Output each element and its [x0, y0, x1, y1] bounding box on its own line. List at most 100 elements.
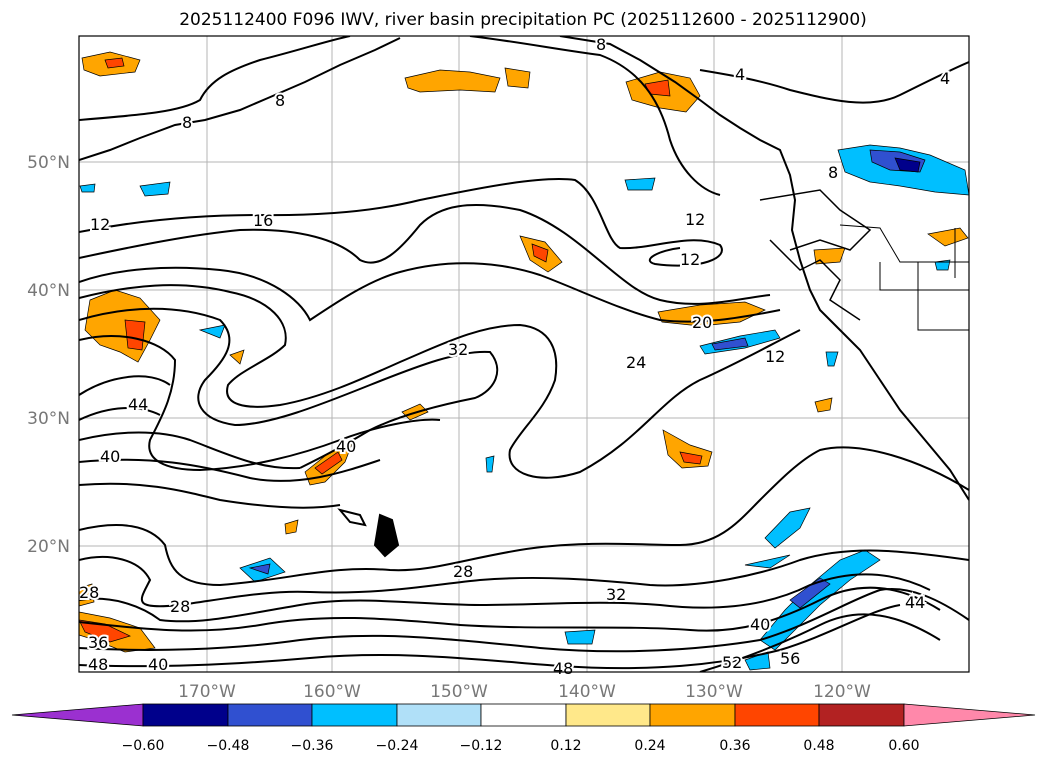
lat-label: 30°N	[27, 409, 70, 429]
precip-patch	[679, 451, 703, 465]
hawaii-islands	[337, 508, 367, 527]
precip-patch	[404, 69, 501, 93]
iwv-contour-52	[699, 613, 941, 672]
contour-label: 8	[182, 113, 192, 132]
colorbar-segment	[480, 703, 567, 727]
iwv-contour-28a	[79, 307, 499, 469]
precip-patch	[79, 183, 96, 193]
precip-patch	[284, 519, 299, 535]
colorbar-tick: −0.60	[122, 738, 165, 754]
contour-label: 56	[780, 649, 800, 668]
iwv-contour-8a	[79, 36, 351, 121]
contour-label: 20	[692, 313, 712, 332]
precip-patch	[564, 629, 596, 645]
contour-label: 48	[553, 659, 573, 678]
iwv-contour-20	[79, 262, 781, 323]
contour-label: 36	[88, 633, 108, 652]
precip-patch	[813, 247, 846, 265]
lon-label: 130°W	[685, 682, 743, 702]
precip-patch	[624, 177, 656, 191]
contour-label: 28	[79, 583, 99, 602]
precip-patch	[764, 507, 811, 549]
iwv-contour-8b	[469, 36, 721, 196]
colorbar	[11, 703, 1036, 727]
precip-patch	[814, 397, 833, 413]
contour-label: 28	[453, 562, 473, 581]
map-title: 2025112400 F096 IWV, river basin precipi…	[179, 10, 867, 30]
contour-label: 32	[606, 585, 626, 604]
iwv-contour-44b	[79, 588, 969, 653]
hawaii-big-island	[373, 513, 400, 558]
precip-patch	[248, 563, 271, 575]
colorbar-extend-low	[11, 703, 144, 727]
lon-label: 150°W	[430, 682, 488, 702]
precip-patch	[104, 57, 125, 69]
colorbar-segment	[649, 703, 736, 727]
precip-patch	[314, 451, 343, 475]
colorbar-segment	[734, 703, 820, 727]
precip-patch	[485, 455, 495, 473]
lon-label: 140°W	[558, 682, 616, 702]
contour-label: 40	[148, 655, 168, 674]
contour-label: 12	[765, 347, 785, 366]
contour-label: 40	[100, 447, 120, 466]
longitude-labels: 170°W 160°W 150°W 140°W 130°W 120°W	[178, 682, 871, 702]
coastlines	[79, 36, 969, 558]
precip-patch	[139, 181, 171, 197]
lon-label: 160°W	[303, 682, 361, 702]
colorbar-tick: −0.24	[376, 738, 419, 754]
colorbar-tick: −0.36	[291, 738, 334, 754]
colorbar-segment	[565, 703, 651, 727]
contour-label: 28	[170, 597, 190, 616]
west-coast	[559, 36, 969, 501]
contour-label: 4	[940, 69, 950, 88]
colorbar-ticks: −0.60 −0.48 −0.36 −0.24 −0.12 0.12 0.24 …	[122, 738, 920, 754]
precip-patch	[79, 619, 131, 643]
contour-label: 44	[905, 593, 925, 612]
contour-label: 8	[596, 35, 606, 54]
colorbar-segment	[227, 703, 313, 727]
contour-label: 12	[680, 250, 700, 269]
iwv-contour-44	[79, 482, 341, 509]
iwv-contour-36	[79, 375, 171, 421]
iwv-contour-16	[79, 204, 771, 305]
colorbar-segment	[396, 703, 482, 727]
map-frame	[78, 35, 970, 673]
colorbar-tick: 0.24	[634, 738, 665, 754]
precip-patch	[124, 319, 146, 351]
lon-label: 120°W	[813, 682, 871, 702]
contour-label: 24	[626, 353, 646, 372]
iwv-contour-36b	[79, 573, 931, 623]
iwv-contour-12	[79, 178, 723, 267]
latitude-labels: 50°N 40°N 30°N 20°N	[27, 153, 70, 557]
precip-patch	[711, 337, 749, 351]
lat-label: 50°N	[27, 153, 70, 173]
colorbar-tick: −0.12	[460, 738, 503, 754]
alaska-peninsula-coast	[79, 37, 401, 161]
precip-patches	[79, 51, 969, 653]
iwv-contour-4	[699, 61, 969, 104]
precip-patch	[79, 583, 95, 607]
inland-contours	[759, 189, 872, 321]
state-borders	[839, 224, 969, 331]
contour-label: 40	[750, 615, 770, 634]
iwv-contour-40b	[79, 586, 941, 632]
precip-patch	[531, 243, 549, 263]
precip-patch	[229, 349, 245, 365]
contour-label: 52	[722, 653, 742, 672]
contour-label: 44	[128, 395, 148, 414]
contour-label: 48	[88, 655, 108, 674]
colorbar-segment	[818, 703, 905, 727]
iwv-contours	[79, 36, 969, 672]
contour-label: 8	[828, 163, 838, 182]
precip-patch	[927, 227, 969, 247]
iwv-contour-48	[79, 604, 901, 670]
lat-label: 20°N	[27, 537, 70, 557]
colorbar-extend-high	[903, 703, 1036, 727]
contour-label: 16	[253, 211, 273, 230]
iwv-contour-28	[79, 446, 969, 587]
precip-patch	[825, 351, 839, 367]
contour-label: 4	[735, 65, 745, 84]
precip-patch	[894, 157, 921, 173]
